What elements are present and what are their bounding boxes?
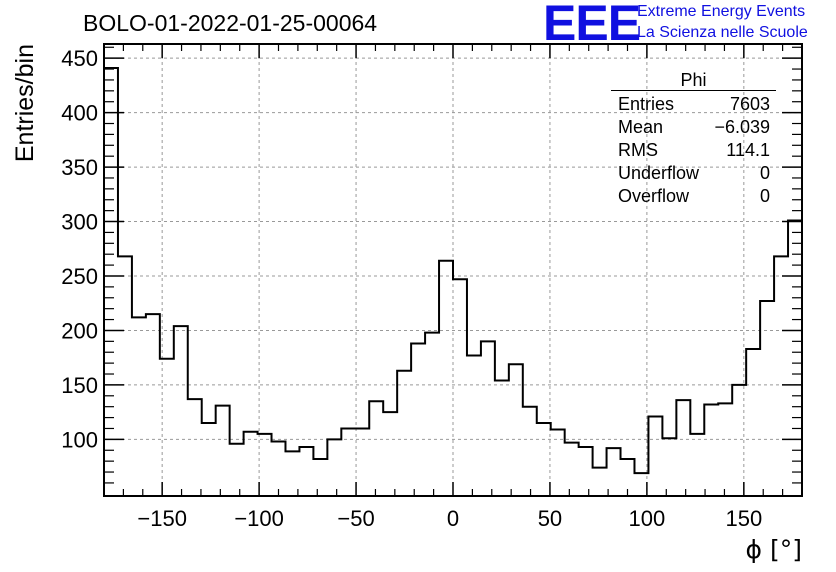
axis-ticks: [104, 44, 802, 496]
stats-label: RMS: [618, 140, 658, 160]
stats-row-rms: RMS 114.1: [611, 139, 776, 162]
stats-row-entries: Entries 7603: [611, 93, 776, 116]
y-tick-label: 150: [61, 373, 98, 398]
stats-value: −6.039: [714, 117, 770, 137]
stats-row-underflow: Underflow 0: [611, 162, 776, 185]
stats-value: 114.1: [726, 140, 770, 160]
y-tick-label: 300: [61, 210, 98, 235]
x-tick-label: 0: [447, 506, 459, 531]
chart-title: BOLO-01-2022-01-25-00064: [83, 10, 378, 36]
y-tick-label: 100: [61, 427, 98, 452]
y-tick-label: 400: [61, 101, 98, 126]
stats-value: 0: [759, 186, 770, 206]
stats-divider: [611, 90, 776, 91]
y-tick-label: 200: [61, 318, 98, 343]
stats-value: 0: [759, 163, 770, 183]
x-tick-label: −100: [234, 506, 284, 531]
stats-box: Phi Entries 7603 Mean −6.039 RMS 114.1 U…: [611, 70, 776, 208]
stats-label: Mean: [618, 117, 664, 137]
x-axis-label: ϕ [°]: [746, 535, 802, 564]
x-tick-label: 50: [538, 506, 562, 531]
y-tick-label: 350: [61, 155, 98, 180]
x-tick-label: −50: [337, 506, 374, 531]
stats-label: Entries: [618, 94, 675, 114]
axis-tick-labels: −150 −100 −50 0 50 100 150 100 150 200 250 300 350 40…: [61, 46, 762, 531]
y-tick-label: 450: [61, 46, 98, 71]
x-tick-label: 150: [725, 506, 762, 531]
stats-row-overflow: Overflow 0: [611, 185, 776, 208]
stats-label: Underflow: [618, 163, 700, 183]
stats-title: Phi: [680, 70, 707, 90]
x-tick-label: −150: [137, 506, 187, 531]
eee-logo: EEE: [543, 0, 641, 51]
stats-row-mean: Mean −6.039: [611, 116, 776, 139]
stats-value: 7603: [729, 94, 770, 114]
histogram-series-phi: [104, 66, 802, 475]
logo-line-1: Extreme Energy Events: [637, 3, 806, 20]
logo-line-2: La Scienza nelle Scuole: [637, 24, 808, 41]
y-axis-label: Entries/bin: [11, 44, 39, 162]
stats-label: Overflow: [618, 186, 690, 206]
y-tick-label: 250: [61, 264, 98, 289]
x-tick-label: 100: [629, 506, 666, 531]
